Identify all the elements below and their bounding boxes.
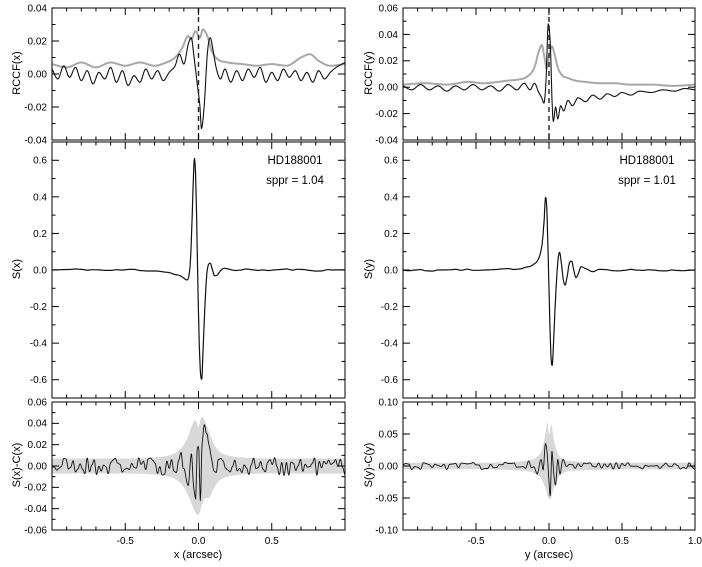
y-tick-label: -0.04 (24, 504, 47, 515)
target-name-left: HD188001 (267, 155, 323, 167)
y-tick-label: 0.04 (28, 419, 48, 430)
y-tick-label: 0.05 (379, 429, 399, 440)
panel-rccf-x: 0.04 0.02 0.00 -0.02 -0.04 (24, 3, 346, 146)
y-tick-label: -0.02 (375, 109, 398, 120)
sppr-value-left: sppr = 1.04 (266, 175, 324, 188)
ylabel-s-x: S(x) (11, 258, 23, 280)
x-tick-label: 0.0 (192, 536, 206, 547)
ylabel-s-y: S(y) (363, 258, 375, 280)
annotation-right: HD188001 sppr = 1.01 (592, 151, 702, 191)
y-tick-label: 0.4 (33, 192, 47, 203)
y-tick-label: -0.2 (381, 302, 399, 313)
ylabel-resid-x: S(x)-C(x) (11, 442, 23, 488)
series-signal (403, 196, 695, 366)
band-uncertainty-envelope (403, 422, 695, 500)
y-tick-label: 0.02 (28, 440, 48, 451)
panel-s-y: 0.6 0.4 0.2 0.0 -0.2 -0.4 -0.6 (381, 141, 696, 399)
x-tick-label: 0.5 (615, 536, 629, 547)
annotation-left: HD188001 sppr = 1.04 (240, 151, 350, 191)
y-tick-label: -0.6 (30, 375, 48, 386)
series-signal (52, 157, 345, 380)
y-tick-label: 0.00 (379, 461, 399, 472)
y-tick-label: 0.4 (384, 192, 398, 203)
y-tick-label: 0.02 (28, 36, 48, 47)
ylabel-resid-y: S(y)-C(y) (363, 442, 375, 488)
y-tick-label: -0.06 (24, 525, 47, 536)
panel-resid-y: 0.10 0.05 0.00 -0.05 -0.10 -0.5 0.0 0.5 1.0 (375, 397, 702, 547)
y-tick-label: -0.05 (375, 493, 398, 504)
panel-s-x: 0.6 0.4 0.2 0.0 -0.2 -0.4 -0.6 (30, 141, 346, 399)
band-uncertainty-envelope (52, 416, 345, 516)
y-tick-label: 0.0 (384, 265, 398, 276)
x-tick-label: 1.0 (688, 536, 702, 547)
y-tick-label: 0.06 (379, 3, 399, 14)
x-tick-label: 0.5 (265, 536, 279, 547)
y-tick-label: -0.02 (24, 102, 47, 113)
y-tick-label: 0.2 (33, 229, 47, 240)
y-tick-label: 0.10 (379, 397, 399, 408)
x-tick-label: -0.5 (117, 536, 135, 547)
x-tick-label: 0.0 (542, 536, 556, 547)
xlabel-x-arcsec: x (arcsec) (173, 549, 223, 561)
y-tick-label: -0.2 (30, 302, 48, 313)
y-tick-label: -0.6 (381, 375, 399, 386)
y-tick-label: 0.00 (28, 69, 48, 80)
y-tick-label: 0.0 (33, 265, 47, 276)
y-tick-label: -0.04 (24, 135, 47, 146)
target-name-right: HD188001 (619, 155, 675, 167)
y-tick-label: -0.02 (24, 483, 47, 494)
panel-resid-x: 0.06 0.04 0.02 0.00 -0.02 -0.04 -0.06 -0.5 0.0 0.… (24, 397, 346, 547)
y-tick-label: 0.6 (384, 156, 398, 167)
y-tick-label: -0.04 (375, 135, 398, 146)
x-tick-label: -0.5 (467, 536, 485, 547)
y-tick-label: 0.00 (28, 461, 48, 472)
ylabel-rccf-x: RCCF(x) (11, 51, 23, 95)
y-tick-label: -0.4 (30, 339, 48, 350)
series-residual (52, 424, 345, 502)
y-tick-label: 0.02 (379, 56, 399, 67)
ylabel-rccf-y: RCCF(y) (363, 51, 375, 95)
panel-rccf-y: 0.06 0.04 0.02 0.00 -0.02 -0.04 (375, 3, 696, 146)
sppr-value-right: sppr = 1.01 (618, 175, 676, 188)
xlabel-y-arcsec: y (arcsec) (524, 549, 574, 561)
y-tick-label: 0.04 (28, 3, 48, 14)
y-tick-label: -0.10 (375, 525, 398, 536)
y-tick-label: 0.04 (379, 30, 399, 41)
series-residual (403, 443, 695, 497)
y-tick-label: 0.2 (384, 229, 398, 240)
y-tick-label: -0.4 (381, 339, 399, 350)
y-tick-label: 0.06 (28, 397, 48, 408)
y-tick-label: 0.00 (379, 83, 399, 94)
y-tick-label: 0.6 (33, 156, 47, 167)
